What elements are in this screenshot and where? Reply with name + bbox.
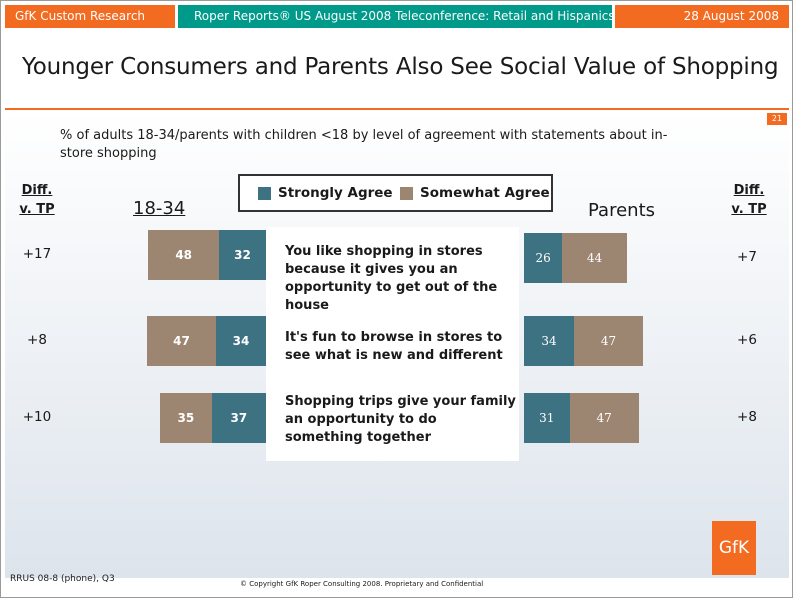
legend-swatch-strongly-agree [258, 186, 271, 200]
bar-parents-somewhat-agree-1: 44 [562, 233, 627, 283]
header-report-title: Roper Reports® US August 2008 Teleconfer… [178, 5, 615, 28]
header-company: GfK Custom Research [5, 5, 175, 28]
bar-parents-strongly-agree-2: 34 [524, 316, 574, 366]
footer-copyright: © Copyright GfK Roper Consulting 2008. P… [240, 580, 484, 588]
footer-source: RRUS 08-8 (phone), Q3 [10, 574, 115, 584]
bar-18-34-somewhat-agree-3: 35 [160, 393, 212, 443]
bar-18-34-strongly-agree-2: 34 [216, 316, 266, 366]
diff-header-left: Diff. v. TP [19, 183, 55, 217]
bar-parents-strongly-agree-3: 31 [524, 393, 570, 443]
bar-18-34-strongly-agree-2-label: 34 [232, 334, 250, 348]
diff-parents-1: +7 [737, 249, 757, 265]
statement-1: You like shopping in stores because it g… [285, 244, 498, 313]
group-header-parents: Parents [588, 200, 655, 221]
bar-parents-strongly-agree-1-label: 26 [535, 251, 551, 265]
chart-legend: Strongly Agree Somewhat Agree [238, 174, 553, 212]
slide-title: Younger Consumers and Parents Also See S… [22, 54, 779, 80]
bar-18-34-somewhat-agree-2-label: 47 [173, 334, 190, 348]
page-number: 21 [767, 113, 787, 125]
legend-label-somewhat-agree: Somewhat Agree [420, 185, 550, 201]
bar-parents-strongly-agree-3-label: 31 [539, 411, 555, 425]
diff-header-right: Diff. v. TP [731, 183, 767, 217]
bar-18-34-somewhat-agree-1: 48 [148, 230, 219, 280]
bar-18-34-somewhat-agree-1-label: 48 [175, 248, 193, 262]
diff-parents-2: +6 [737, 332, 757, 348]
bar-parents-strongly-agree-2-label: 34 [541, 334, 557, 348]
legend-item-strongly-agree: Strongly Agree [258, 185, 393, 201]
chart-subtitle: % of adults 18-34/parents with children … [60, 128, 668, 161]
bar-parents-strongly-agree-1: 26 [524, 233, 563, 283]
statement-3: Shopping trips give your family an oppor… [285, 394, 516, 445]
bar-parents-somewhat-agree-3: 47 [569, 393, 639, 443]
header-date: 28 August 2008 [615, 5, 789, 28]
bar-18-34-somewhat-agree-3-label: 35 [177, 411, 195, 425]
gfk-logo: GfK [712, 521, 756, 575]
legend-item-somewhat-agree: Somewhat Agree [400, 185, 550, 201]
bar-parents-somewhat-agree-1-label: 44 [586, 251, 603, 265]
statement-2: It's fun to browse in stores to see what… [285, 330, 503, 363]
group-header-18-34: 18-34 [133, 198, 186, 219]
bar-18-34-somewhat-agree-2: 47 [146, 316, 216, 366]
legend-swatch-somewhat-agree [400, 186, 413, 200]
bar-18-34-strongly-agree-1-label: 32 [234, 248, 251, 262]
legend-label-strongly-agree: Strongly Agree [278, 185, 393, 201]
diff-18-34-2: +8 [27, 332, 47, 348]
title-divider [5, 108, 789, 110]
bar-18-34-strongly-agree-3: 37 [211, 393, 266, 443]
statements-panel [266, 227, 519, 461]
diff-18-34-3: +10 [22, 409, 52, 425]
bar-18-34-strongly-agree-1: 32 [218, 230, 266, 280]
diff-18-34-1: +17 [22, 246, 52, 262]
diff-parents-3: +8 [737, 409, 757, 425]
bar-18-34-strongly-agree-3-label: 37 [230, 411, 248, 425]
bar-parents-somewhat-agree-2: 47 [573, 316, 644, 366]
bar-parents-somewhat-agree-3-label: 47 [596, 411, 612, 425]
bar-parents-somewhat-agree-2-label: 47 [600, 334, 617, 348]
